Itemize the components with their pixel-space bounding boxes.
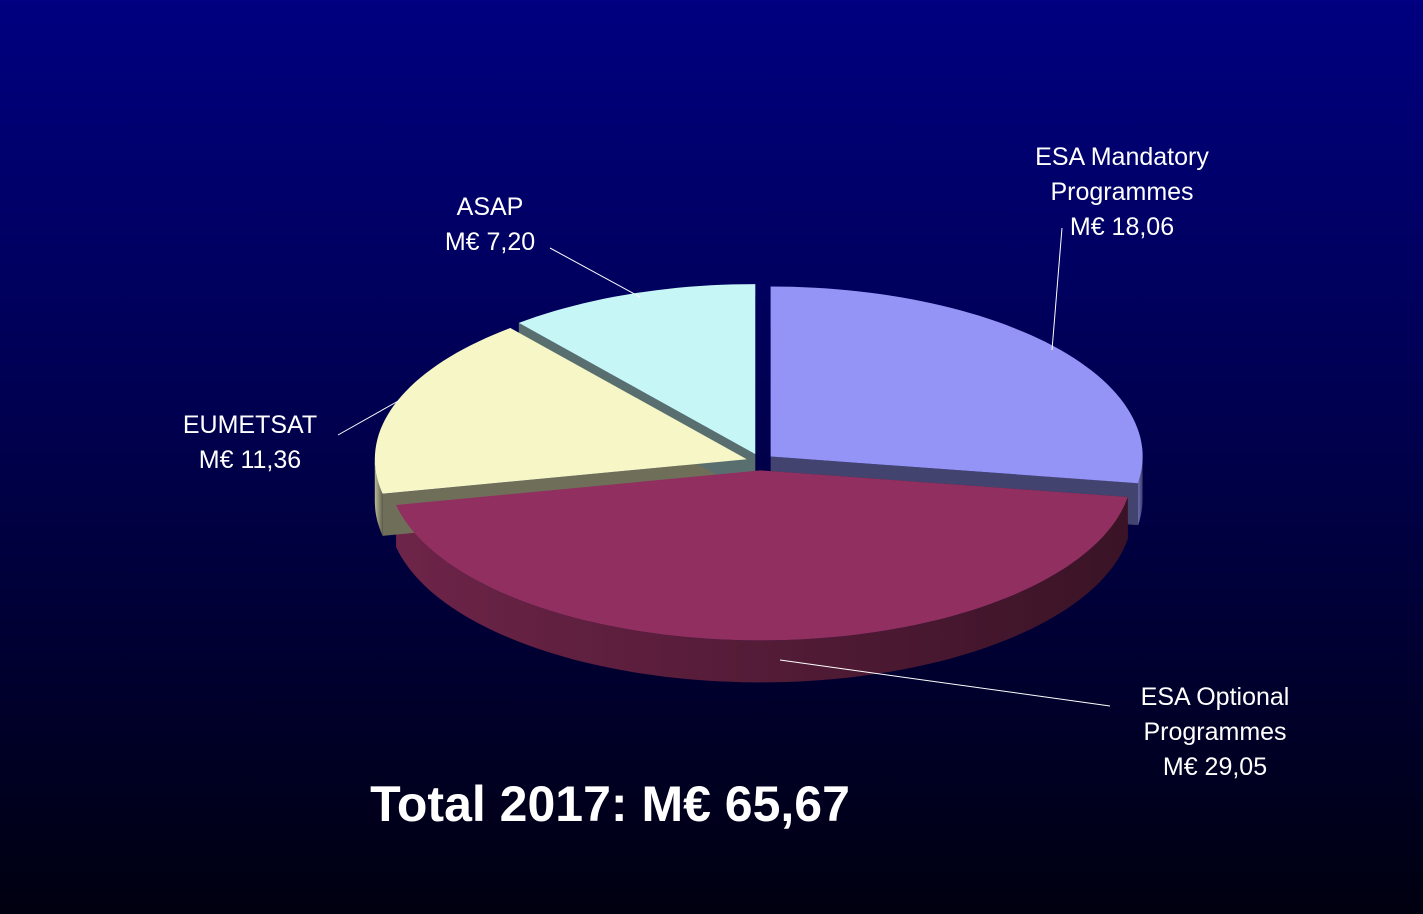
pie-slice-side (1138, 456, 1143, 526)
category-label: ESA Mandatory Programmes (1035, 143, 1209, 206)
leader-line (779, 659, 1111, 707)
value-label: M€ 18,06 (1069, 213, 1175, 241)
pie-slice (770, 286, 1143, 484)
leader-line (549, 247, 641, 298)
category-label: ESA Optional Programmes (1140, 683, 1290, 746)
pie-slice (396, 470, 1128, 641)
pie-slice-side (374, 459, 383, 536)
category-label: ASAP (456, 193, 524, 221)
category-label: EUMETSAT (182, 411, 318, 439)
pie-tops (374, 284, 1143, 641)
total-annotation: Total 2017: M€ 65,67 (370, 776, 850, 832)
pie-slice-side (396, 497, 1128, 683)
value-label: M€ 11,36 (198, 446, 302, 474)
leader-line (337, 399, 401, 436)
pie-slice (374, 328, 747, 494)
value-label: M€ 7,20 (444, 228, 536, 256)
value-label: M€ 29,05 (1162, 753, 1268, 781)
pie-slice (518, 284, 756, 455)
leader-line (1051, 227, 1063, 351)
